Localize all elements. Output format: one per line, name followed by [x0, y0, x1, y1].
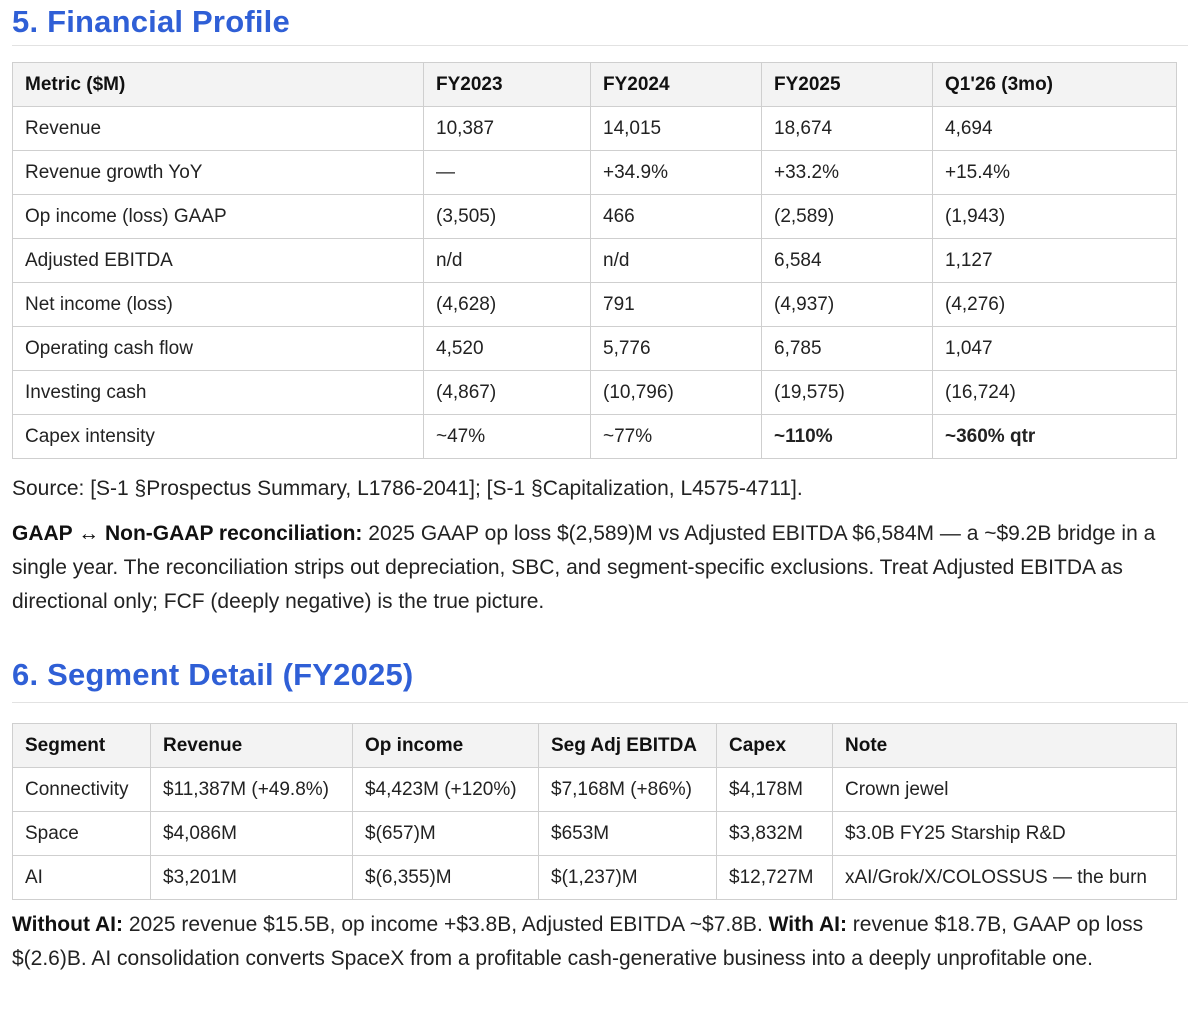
value-cell: 791 [590, 282, 762, 327]
table-row: AI $3,201M $(6,355)M $(1,237)M $12,727M … [12, 855, 1177, 900]
value-cell: $12,727M [716, 855, 833, 900]
value-cell: 6,785 [761, 326, 933, 371]
value-cell: 466 [590, 194, 762, 239]
value-cell: $(6,355)M [352, 855, 539, 900]
metric-cell: Operating cash flow [12, 326, 424, 371]
segment-cell: AI [12, 855, 151, 900]
table-header-row: Metric ($M) FY2023 FY2024 FY2025 Q1'26 (… [12, 62, 1177, 107]
table-row: Adjusted EBITDA n/d n/d 6,584 1,127 [12, 238, 1177, 283]
metric-cell: Capex intensity [12, 414, 424, 459]
value-cell: 6,584 [761, 238, 933, 283]
col-header-segment: Segment [12, 723, 151, 768]
value-cell: — [423, 150, 591, 195]
financial-profile-table: Metric ($M) FY2023 FY2024 FY2025 Q1'26 (… [12, 62, 1177, 459]
reconciliation-paragraph: GAAP ↔ Non-GAAP reconciliation: 2025 GAA… [12, 517, 1188, 619]
with-ai-label: With AI: [768, 913, 847, 936]
segment-detail-heading: 6. Segment Detail (FY2025) [12, 657, 1188, 703]
table-row: Operating cash flow 4,520 5,776 6,785 1,… [12, 326, 1177, 371]
value-cell: (4,937) [761, 282, 933, 327]
without-ai-text: 2025 revenue $15.5B, op income +$3.8B, A… [123, 913, 769, 936]
metric-cell: Investing cash [12, 370, 424, 415]
col-header-op-income: Op income [352, 723, 539, 768]
reconciliation-label: GAAP ↔ Non-GAAP reconciliation: [12, 522, 363, 545]
document-page: 5. Financial Profile Metric ($M) FY2023 … [12, 0, 1188, 976]
table-row: Capex intensity ~47% ~77% ~110% ~360% qt… [12, 414, 1177, 459]
metric-cell: Op income (loss) GAAP [12, 194, 424, 239]
value-cell: 5,776 [590, 326, 762, 371]
value-cell: $4,086M [150, 811, 353, 856]
value-cell: $653M [538, 811, 717, 856]
col-header-q126: Q1'26 (3mo) [932, 62, 1177, 107]
value-cell: 10,387 [423, 106, 591, 151]
col-header-revenue: Revenue [150, 723, 353, 768]
value-cell: (4,276) [932, 282, 1177, 327]
metric-cell: Adjusted EBITDA [12, 238, 424, 283]
value-cell: (1,943) [932, 194, 1177, 239]
without-ai-label: Without AI: [12, 913, 123, 936]
col-header-capex: Capex [716, 723, 833, 768]
note-cell: Crown jewel [832, 767, 1177, 812]
table-row: Revenue 10,387 14,015 18,674 4,694 [12, 106, 1177, 151]
table-row: Revenue growth YoY — +34.9% +33.2% +15.4… [12, 150, 1177, 195]
metric-cell: Revenue [12, 106, 424, 151]
value-cell: 1,127 [932, 238, 1177, 283]
value-cell: $3,201M [150, 855, 353, 900]
table-header-row: Segment Revenue Op income Seg Adj EBITDA… [12, 723, 1177, 768]
value-cell: (4,867) [423, 370, 591, 415]
table-row: Connectivity $11,387M (+49.8%) $4,423M (… [12, 767, 1177, 812]
value-cell-emphasis: ~360% qtr [932, 414, 1177, 459]
value-cell: (4,628) [423, 282, 591, 327]
table-row: Space $4,086M $(657)M $653M $3,832M $3.0… [12, 811, 1177, 856]
note-cell: $3.0B FY25 Starship R&D [832, 811, 1177, 856]
col-header-seg-adj-ebitda: Seg Adj EBITDA [538, 723, 717, 768]
value-cell: +34.9% [590, 150, 762, 195]
value-cell: (3,505) [423, 194, 591, 239]
value-cell: 14,015 [590, 106, 762, 151]
value-cell: n/d [423, 238, 591, 283]
col-header-note: Note [832, 723, 1177, 768]
value-cell: +33.2% [761, 150, 933, 195]
value-cell: $(1,237)M [538, 855, 717, 900]
value-cell: +15.4% [932, 150, 1177, 195]
note-cell: xAI/Grok/X/COLOSSUS — the burn [832, 855, 1177, 900]
source-note: Source: [S-1 §Prospectus Summary, L1786-… [12, 477, 803, 500]
with-ai-text: revenue $18.7B, GAAP op loss $(2.6)B. AI… [12, 913, 1144, 970]
value-cell: ~77% [590, 414, 762, 459]
value-cell: $4,178M [716, 767, 833, 812]
segment-detail-table: Segment Revenue Op income Seg Adj EBITDA… [12, 723, 1177, 900]
value-cell: (2,589) [761, 194, 933, 239]
metric-cell: Revenue growth YoY [12, 150, 424, 195]
financial-profile-heading: 5. Financial Profile [12, 0, 1188, 46]
value-cell: (19,575) [761, 370, 933, 415]
metric-cell: Net income (loss) [12, 282, 424, 327]
value-cell: 18,674 [761, 106, 933, 151]
table-row: Op income (loss) GAAP (3,505) 466 (2,589… [12, 194, 1177, 239]
value-cell: n/d [590, 238, 762, 283]
table-row: Investing cash (4,867) (10,796) (19,575)… [12, 370, 1177, 415]
value-cell: 4,694 [932, 106, 1177, 151]
value-cell: $3,832M [716, 811, 833, 856]
value-cell: $(657)M [352, 811, 539, 856]
value-cell: (16,724) [932, 370, 1177, 415]
col-header-fy2025: FY2025 [761, 62, 933, 107]
table-row: Net income (loss) (4,628) 791 (4,937) (4… [12, 282, 1177, 327]
segment-cell: Space [12, 811, 151, 856]
value-cell: 1,047 [932, 326, 1177, 371]
col-header-fy2024: FY2024 [590, 62, 762, 107]
value-cell: (10,796) [590, 370, 762, 415]
col-header-metric: Metric ($M) [12, 62, 424, 107]
value-cell: $11,387M (+49.8%) [150, 767, 353, 812]
value-cell-emphasis: ~110% [761, 414, 933, 459]
segment-cell: Connectivity [12, 767, 151, 812]
value-cell: $7,168M (+86%) [538, 767, 717, 812]
col-header-fy2023: FY2023 [423, 62, 591, 107]
value-cell: ~47% [423, 414, 591, 459]
reconciliation-text: 2025 GAAP op loss $(2,589)M vs Adjusted … [12, 522, 1156, 613]
value-cell: $4,423M (+120%) [352, 767, 539, 812]
ai-impact-paragraph: Without AI: 2025 revenue $15.5B, op inco… [12, 908, 1188, 976]
value-cell: 4,520 [423, 326, 591, 371]
